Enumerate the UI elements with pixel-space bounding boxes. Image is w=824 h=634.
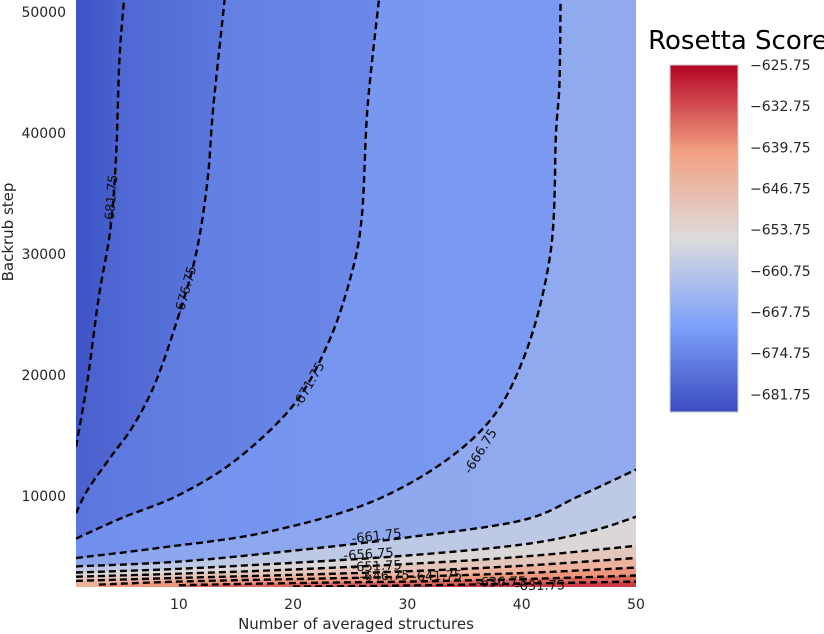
colorbar-tick-label: −674.75 (750, 346, 811, 362)
contour-label: -646.75 (359, 568, 410, 585)
contour-line (76, 556, 636, 583)
contour-line (76, 515, 636, 574)
contour-label: -631.75 (515, 578, 565, 594)
contour-band (293, 581, 636, 587)
contour-label: -636.75 (476, 575, 526, 591)
y-tick-label: 40000 (21, 126, 66, 142)
colorbar-tick-label: −646.75 (750, 182, 811, 198)
contour-fills (76, 0, 636, 587)
colorbar-tick-label: −681.75 (750, 387, 811, 403)
y-tick-label: 30000 (21, 247, 66, 263)
contour-label: -651.75 (351, 558, 402, 575)
y-tick-label: 50000 (21, 5, 66, 21)
x-axis-ticks: 10 20 30 40 50 (170, 597, 645, 613)
contour-label: -641.75 (412, 568, 463, 585)
colorbar-tick-label: −632.75 (750, 99, 811, 115)
colorbar-tick-label: −653.75 (750, 223, 811, 239)
contour-label: -661.75 (351, 526, 403, 547)
contour-lines (76, 0, 636, 587)
x-tick-label: 40 (513, 597, 531, 613)
colorbar-tick-label: −660.75 (750, 264, 811, 280)
x-axis-label: Number of averaged structures (238, 615, 474, 633)
x-tick-label: 30 (398, 597, 416, 613)
contour-line (76, 468, 636, 568)
y-tick-label: 20000 (21, 368, 66, 384)
contour-line (293, 580, 636, 587)
contour-label: -656.75 (343, 546, 394, 564)
colorbar: Rosetta Score −625.75 −632.75 −639.75 −646.… (648, 26, 824, 413)
contour-line (76, 0, 126, 447)
x-tick-label: 50 (627, 597, 645, 613)
contour-line (76, 544, 636, 578)
contour-line (98, 566, 636, 586)
contour-line (76, 0, 226, 514)
colorbar-tick-label: −639.75 (750, 140, 811, 156)
x-tick-label: 20 (284, 597, 302, 613)
contour-line (76, 0, 381, 540)
colorbar-gradient (669, 64, 739, 413)
y-axis-label: Backrub step (0, 183, 17, 282)
contour-line (76, 0, 562, 560)
colorbar-tick-label: −625.75 (750, 58, 811, 74)
x-tick-label: 10 (170, 597, 188, 613)
contour-band (76, 0, 636, 587)
y-axis-ticks: 10000 20000 30000 40000 50000 (21, 5, 66, 505)
contour-label: -681.75 (102, 174, 121, 225)
plot-area (76, 0, 636, 587)
colorbar-title: Rosetta Score (648, 26, 824, 56)
colorbar-tick-label: −667.75 (750, 305, 811, 321)
colorbar-ticks: −625.75 −632.75 −639.75 −646.75 −653.75 −660.… (750, 58, 811, 403)
y-tick-label: 10000 (21, 489, 66, 505)
